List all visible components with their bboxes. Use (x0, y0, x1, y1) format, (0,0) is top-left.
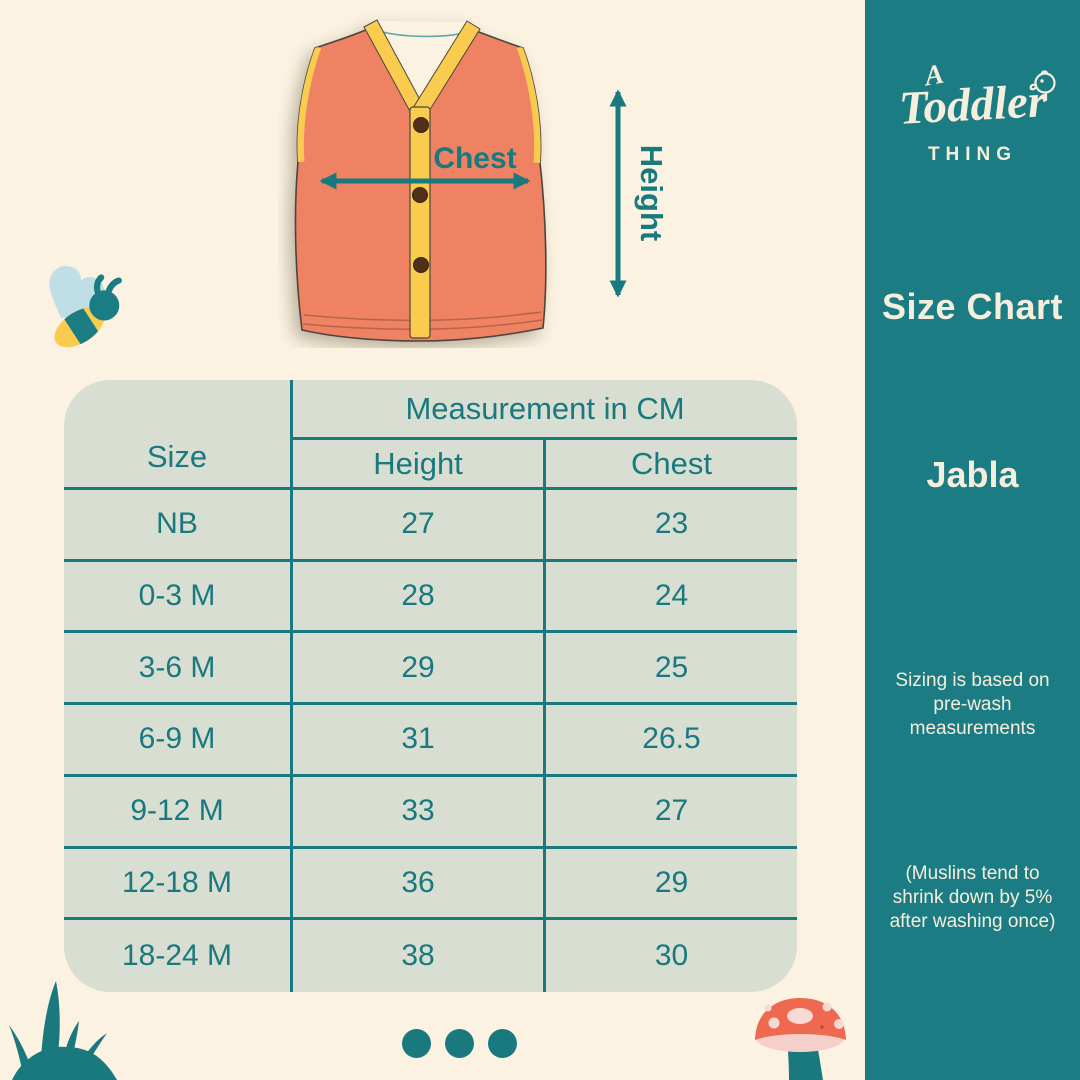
bee-head (89, 290, 120, 321)
bee-illustration (49, 266, 122, 348)
brand-logo: A Toddler THING (865, 50, 1080, 180)
column-header-height: Height (293, 440, 546, 490)
table-cell-height: 36 (293, 848, 546, 921)
table-cell-height: 38 (293, 920, 546, 992)
table-cell-height: 27 (293, 490, 546, 562)
size-table: Size Measurement in CM Height Chest NB 2… (64, 380, 797, 992)
grass-illustration (9, 981, 117, 1080)
button (412, 187, 428, 203)
table-cell-chest: 25 (546, 633, 797, 706)
table-cell-height: 31 (293, 705, 546, 777)
table-cell-chest: 26.5 (546, 705, 797, 777)
table-cell-chest: 29 (546, 849, 797, 921)
brand-line-thing: THING (927, 144, 1018, 165)
product-name: Jabla (926, 454, 1019, 495)
table-cell-size: 12-18 M (64, 848, 293, 921)
sizing-note: Sizing is based on pre-wash measurements (895, 670, 1050, 739)
column-header-size: Size (64, 380, 293, 490)
bird-icon (1029, 70, 1056, 102)
jabla-measurement-diagram: Chest Height (294, 19, 669, 342)
table-cell-height: 29 (293, 633, 546, 706)
pagination-dots (402, 1029, 517, 1058)
dot (445, 1029, 474, 1058)
bee-antennae (93, 274, 122, 297)
mushroom-spots (764, 1002, 844, 1029)
chest-label: Chest (433, 142, 516, 175)
bee-body (54, 304, 105, 348)
table-cell-size: 9-12 M (64, 776, 293, 849)
height-label: Height (634, 145, 669, 241)
table-cell-size: 0-3 M (64, 561, 293, 634)
button (413, 117, 429, 133)
table-cell-size: 3-6 M (64, 633, 293, 706)
muslin-note: (Muslins tend to shrink down by 5% after… (889, 863, 1056, 932)
table-cell-size: 18-24 M (64, 920, 293, 992)
column-header-measurement: Measurement in CM (293, 380, 797, 440)
button (413, 257, 429, 273)
table-cell-size: 6-9 M (64, 705, 293, 777)
table-cell-size: NB (64, 490, 293, 562)
table-cell-chest: 27 (546, 777, 797, 849)
mushroom-illustration (755, 998, 846, 1080)
table-cell-chest: 24 (546, 562, 797, 634)
page-title: Size Chart (881, 286, 1064, 327)
column-header-chest: Chest (546, 440, 797, 490)
table-cell-chest: 30 (654, 939, 689, 973)
table-cell-height: 28 (293, 561, 546, 634)
table-cell-chest: 23 (546, 490, 797, 562)
dot (488, 1029, 517, 1058)
dot (402, 1029, 431, 1058)
table-cell-height: 33 (293, 776, 546, 849)
sidebar: A Toddler THING Size Chart Jabla Sizing … (865, 0, 1080, 1080)
